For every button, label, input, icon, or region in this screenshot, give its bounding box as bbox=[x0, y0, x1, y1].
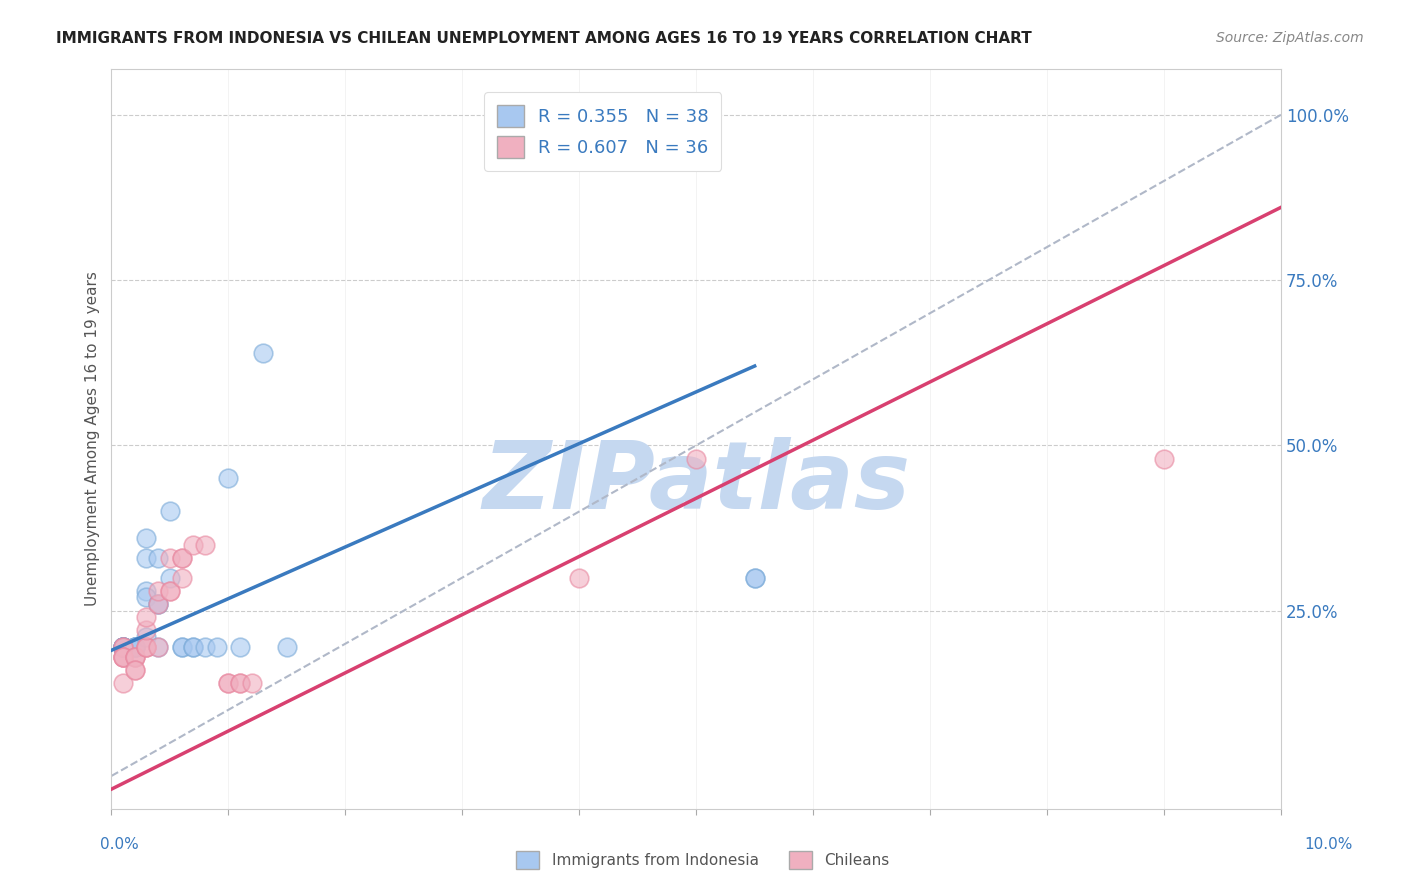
Point bbox=[135, 640, 157, 654]
Point bbox=[135, 624, 157, 638]
Point bbox=[124, 640, 146, 654]
Point bbox=[181, 537, 204, 551]
Point bbox=[240, 676, 263, 690]
Point bbox=[170, 550, 193, 565]
Point bbox=[170, 640, 193, 654]
Point bbox=[112, 640, 135, 654]
Point bbox=[124, 649, 146, 664]
Point bbox=[135, 630, 157, 644]
Point bbox=[135, 583, 157, 598]
Point bbox=[124, 663, 146, 677]
Point bbox=[685, 451, 707, 466]
Point bbox=[148, 583, 170, 598]
Point bbox=[252, 346, 274, 360]
Point bbox=[112, 649, 135, 664]
Point bbox=[135, 531, 157, 545]
Point bbox=[135, 591, 157, 605]
Text: 0.0%: 0.0% bbox=[100, 838, 139, 852]
Point bbox=[744, 571, 766, 585]
Point bbox=[112, 649, 135, 664]
Point bbox=[217, 676, 239, 690]
Point bbox=[205, 640, 228, 654]
Point bbox=[124, 649, 146, 664]
Legend: R = 0.355   N = 38, R = 0.607   N = 36: R = 0.355 N = 38, R = 0.607 N = 36 bbox=[484, 93, 721, 170]
Point bbox=[124, 640, 146, 654]
Text: ZIPatlas: ZIPatlas bbox=[482, 437, 910, 529]
Text: IMMIGRANTS FROM INDONESIA VS CHILEAN UNEMPLOYMENT AMONG AGES 16 TO 19 YEARS CORR: IMMIGRANTS FROM INDONESIA VS CHILEAN UNE… bbox=[56, 31, 1032, 46]
Point bbox=[112, 640, 135, 654]
Point bbox=[181, 640, 204, 654]
Point bbox=[159, 504, 181, 518]
Point bbox=[1153, 451, 1175, 466]
Point bbox=[135, 610, 157, 624]
Point bbox=[148, 597, 170, 611]
Point bbox=[112, 640, 135, 654]
Y-axis label: Unemployment Among Ages 16 to 19 years: Unemployment Among Ages 16 to 19 years bbox=[86, 271, 100, 607]
Point bbox=[148, 640, 170, 654]
Point bbox=[217, 676, 239, 690]
Point bbox=[135, 550, 157, 565]
Point bbox=[181, 640, 204, 654]
Point bbox=[194, 640, 217, 654]
Point bbox=[170, 571, 193, 585]
Text: Source: ZipAtlas.com: Source: ZipAtlas.com bbox=[1216, 31, 1364, 45]
Point bbox=[159, 583, 181, 598]
Point bbox=[229, 640, 252, 654]
Point bbox=[148, 597, 170, 611]
Point bbox=[159, 583, 181, 598]
Point bbox=[217, 471, 239, 485]
Point bbox=[135, 640, 157, 654]
Point bbox=[112, 640, 135, 654]
Point bbox=[159, 550, 181, 565]
Point bbox=[112, 640, 135, 654]
Point bbox=[744, 571, 766, 585]
Point bbox=[112, 640, 135, 654]
Point bbox=[229, 676, 252, 690]
Point bbox=[112, 640, 135, 654]
Legend: Immigrants from Indonesia, Chileans: Immigrants from Indonesia, Chileans bbox=[510, 845, 896, 875]
Point bbox=[159, 571, 181, 585]
Point bbox=[568, 571, 591, 585]
Point bbox=[112, 649, 135, 664]
Point bbox=[170, 550, 193, 565]
Point bbox=[148, 597, 170, 611]
Point bbox=[124, 640, 146, 654]
Point bbox=[194, 537, 217, 551]
Point bbox=[148, 550, 170, 565]
Point bbox=[170, 640, 193, 654]
Point bbox=[112, 640, 135, 654]
Point bbox=[112, 649, 135, 664]
Point bbox=[276, 640, 298, 654]
Point bbox=[112, 640, 135, 654]
Text: 10.0%: 10.0% bbox=[1305, 838, 1353, 852]
Point bbox=[112, 676, 135, 690]
Point bbox=[124, 640, 146, 654]
Point bbox=[229, 676, 252, 690]
Point bbox=[148, 640, 170, 654]
Point bbox=[124, 663, 146, 677]
Point bbox=[124, 640, 146, 654]
Point bbox=[112, 640, 135, 654]
Point bbox=[112, 640, 135, 654]
Point bbox=[124, 649, 146, 664]
Point bbox=[135, 640, 157, 654]
Point bbox=[112, 640, 135, 654]
